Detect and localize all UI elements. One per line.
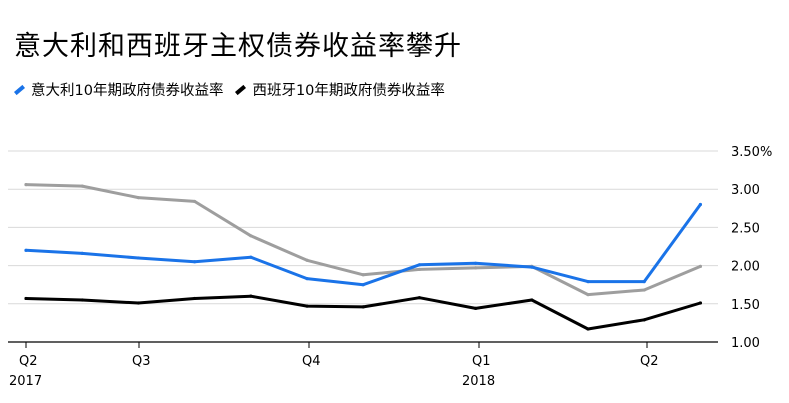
data-point bbox=[642, 280, 646, 284]
data-point bbox=[474, 306, 478, 310]
legend: 意大利10年期政府债券收益率 西班牙10年期政府债券收益率 bbox=[14, 79, 457, 100]
data-point bbox=[136, 196, 140, 200]
data-point bbox=[80, 184, 84, 188]
x-tick-label: Q4 bbox=[302, 354, 321, 369]
x-axis-ticks: Q2 2017 Q3 Q4 Q1 2018 Q2 bbox=[9, 342, 659, 389]
data-point bbox=[193, 296, 197, 301]
chart-title: 意大利和西班牙主权债券收益率攀升 bbox=[14, 31, 462, 62]
data-point bbox=[530, 265, 534, 269]
data-point bbox=[586, 327, 590, 331]
series-line-0 bbox=[24, 203, 702, 287]
x-tick-label: Q1 bbox=[472, 354, 491, 369]
gridlines bbox=[8, 150, 718, 343]
y-tick-label: 1.50 bbox=[731, 298, 760, 313]
y-tick-label: 2.50 bbox=[731, 221, 760, 236]
data-point bbox=[361, 305, 365, 309]
data-point bbox=[586, 280, 590, 284]
data-point bbox=[530, 298, 534, 302]
x-tick-year: 2017 bbox=[9, 374, 42, 389]
data-point bbox=[474, 261, 478, 265]
data-point bbox=[249, 255, 253, 259]
data-point bbox=[642, 288, 646, 292]
x-tick-year: 2018 bbox=[462, 374, 495, 389]
data-point bbox=[136, 256, 140, 260]
data-point bbox=[698, 264, 703, 268]
data-point bbox=[193, 199, 197, 204]
series-line-grey bbox=[24, 183, 702, 297]
data-point bbox=[474, 266, 478, 270]
legend-label-italy: 意大利10年期政府债券收益率 bbox=[31, 83, 224, 99]
data-point bbox=[24, 183, 28, 187]
legend-item-italy: 意大利10年期政府债券收益率 bbox=[14, 79, 223, 100]
x-tick-label: Q2 bbox=[640, 354, 659, 369]
data-point bbox=[24, 248, 28, 252]
data-point bbox=[249, 234, 253, 238]
series-line-1 bbox=[24, 294, 702, 331]
data-point bbox=[80, 298, 84, 302]
data-point bbox=[417, 263, 421, 267]
data-point bbox=[698, 301, 703, 305]
x-tick-label: Q2 bbox=[19, 354, 38, 369]
data-point bbox=[193, 260, 197, 264]
data-point bbox=[417, 296, 421, 300]
data-point bbox=[361, 273, 365, 277]
x-tick-label: Q3 bbox=[132, 354, 151, 369]
y-tick-label: 3.00 bbox=[731, 183, 760, 198]
data-point bbox=[361, 283, 365, 287]
y-tick-label: 2.00 bbox=[731, 260, 760, 275]
data-point bbox=[80, 251, 84, 255]
legend-item-spain: 西班牙10年期政府债券收益率 bbox=[235, 79, 445, 100]
data-point bbox=[305, 276, 309, 281]
y-tick-label: 1.00 bbox=[731, 336, 760, 351]
data-point bbox=[24, 296, 28, 301]
data-point bbox=[305, 258, 309, 262]
series-lines bbox=[24, 183, 703, 331]
data-point bbox=[417, 267, 421, 272]
data-point bbox=[249, 294, 253, 298]
legend-label-spain: 西班牙10年期政府债券收益率 bbox=[252, 83, 445, 99]
data-point bbox=[698, 202, 703, 207]
y-axis-ticks: 3.50% 3.00 2.50 2.00 1.50 1.00 bbox=[731, 145, 772, 351]
data-point bbox=[586, 293, 590, 297]
y-tick-label: 3.50% bbox=[731, 145, 772, 160]
data-point bbox=[136, 301, 140, 305]
data-point bbox=[305, 304, 309, 308]
data-point bbox=[642, 318, 646, 322]
